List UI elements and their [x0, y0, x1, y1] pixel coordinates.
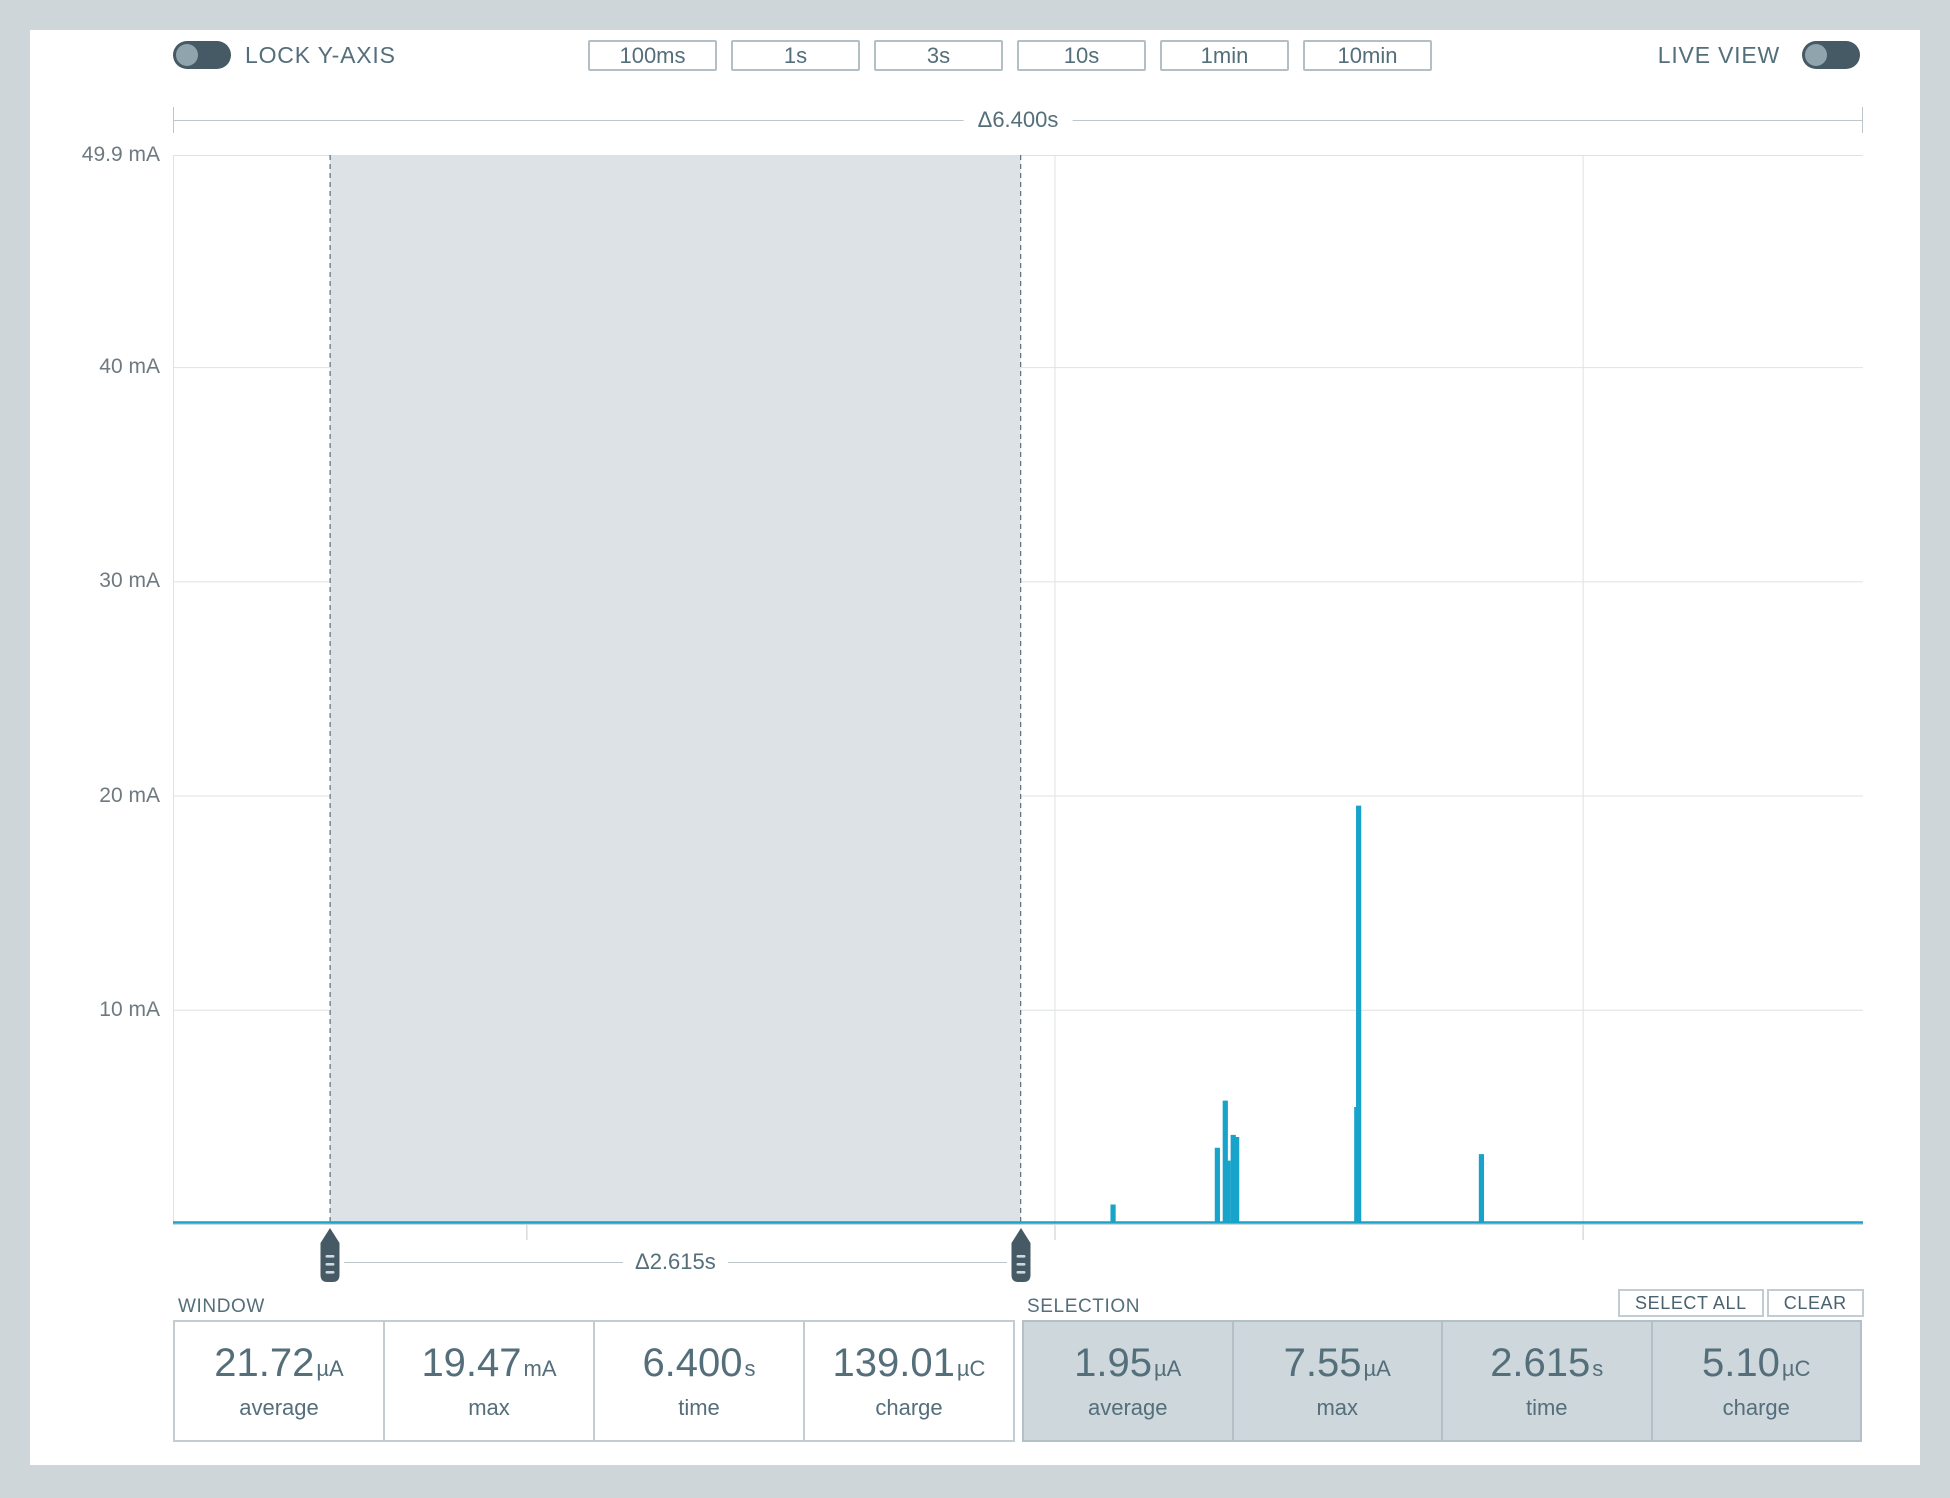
stat-unit: s [744, 1356, 756, 1381]
selection-handle-left[interactable] [319, 1228, 341, 1282]
y-axis-tick-label: 40 mA [99, 355, 160, 379]
stat-unit: µA [316, 1356, 344, 1381]
time-window-button-1s[interactable]: 1s [731, 40, 860, 71]
time-window-button-100ms[interactable]: 100ms [588, 40, 717, 71]
clear-button[interactable]: CLEAR [1766, 1289, 1864, 1317]
selection-span-label: Δ2.615s [635, 1249, 716, 1274]
lock-y-axis-toggle[interactable] [173, 41, 231, 69]
stat-number: 2.615 [1490, 1341, 1591, 1385]
y-axis-tick-label: 49.9 mA [81, 143, 160, 166]
selection-region[interactable] [330, 155, 1021, 1224]
stat-label: time [1525, 1395, 1568, 1420]
live-view-label: LIVE VIEW [1657, 42, 1780, 68]
selection-actions: SELECT ALL CLEAR [1618, 1289, 1864, 1317]
selection-stats-header: SELECTION [1027, 1296, 1141, 1317]
stat-number: 6.400 [642, 1341, 743, 1385]
current-chart[interactable] [173, 155, 1863, 1245]
selection-charge-stat: 5.10 µC charge [1650, 1320, 1862, 1442]
stat-number: 21.72 [214, 1341, 315, 1385]
window-span-indicator: Δ6.400s [173, 107, 1863, 133]
stat-number: 1.95 [1074, 1341, 1152, 1385]
window-average-stat: 21.72 µA average [173, 1320, 385, 1442]
stat-number: 139.01 [832, 1341, 955, 1385]
live-view-toggle[interactable] [1802, 41, 1860, 69]
stat-unit: mA [523, 1356, 557, 1381]
stat-label: max [1316, 1395, 1359, 1420]
selection-stats: 1.95 µA average 7.55 µA max 2.615 s time 5.… [1022, 1320, 1862, 1442]
time-window-button-1min[interactable]: 1min [1160, 40, 1289, 71]
window-charge-stat: 139.01 µC charge [803, 1320, 1015, 1442]
selection-span-indicator: Δ2.615s [344, 1249, 1007, 1274]
chart-area[interactable] [173, 155, 1863, 1245]
stat-number: 7.55 [1283, 1341, 1362, 1385]
stat-unit: µA [1363, 1356, 1391, 1381]
time-window-button-group: 100ms 1s 3s 10s 1min 10min [588, 40, 1432, 71]
toggle-knob-icon [176, 44, 198, 66]
window-time-stat: 6.400 s time [593, 1320, 805, 1442]
time-window-button-10s[interactable]: 10s [1017, 40, 1146, 71]
window-stats-header: WINDOW [178, 1296, 265, 1317]
selection-span-line [344, 1261, 623, 1263]
time-window-button-10min[interactable]: 10min [1303, 40, 1432, 71]
stat-label: charge [875, 1395, 943, 1420]
lock-y-axis-label: LOCK Y-AXIS [245, 42, 396, 68]
selection-span-line [727, 1261, 1007, 1263]
window-span-label: Δ6.400s [963, 107, 1073, 133]
stat-unit: µA [1154, 1356, 1182, 1381]
time-window-button-3s[interactable]: 3s [874, 40, 1003, 71]
window-stats: 21.72 µA average 19.47 mA max 6.400 s time … [173, 1320, 1015, 1442]
stat-label: max [468, 1395, 510, 1420]
current-trace [173, 805, 1863, 1224]
selection-handle-pin-icon [320, 1228, 340, 1282]
stat-unit: µC [956, 1356, 986, 1381]
stat-label: charge [1722, 1395, 1790, 1420]
power-profiler-panel: LOCK Y-AXIS 100ms 1s 3s 10s 1min 10min L… [30, 30, 1920, 1465]
stat-label: average [1087, 1395, 1168, 1420]
window-max-stat: 19.47 mA max [383, 1320, 595, 1442]
toggle-knob-icon [1805, 44, 1827, 66]
window-span-right-tick [1862, 107, 1863, 133]
selection-max-stat: 7.55 µA max [1231, 1320, 1443, 1442]
selection-average-stat: 1.95 µA average [1022, 1320, 1234, 1442]
y-axis-tick-label: 30 mA [99, 569, 160, 593]
stat-label: average [239, 1395, 319, 1420]
selection-time-stat: 2.615 s time [1441, 1320, 1653, 1442]
y-axis-tick-label: 10 mA [99, 997, 160, 1021]
stat-number: 5.10 [1702, 1341, 1780, 1385]
selection-handle-right[interactable] [1010, 1228, 1032, 1282]
window-span-left-tick [173, 107, 174, 133]
selection-handle-pin-icon [1011, 1228, 1031, 1282]
stat-unit: µC [1781, 1356, 1811, 1381]
y-axis-tick-label: 20 mA [99, 783, 160, 807]
stat-number: 19.47 [421, 1341, 522, 1385]
stat-label: time [678, 1395, 720, 1420]
stat-unit: s [1592, 1356, 1604, 1381]
select-all-button[interactable]: SELECT ALL [1618, 1289, 1764, 1317]
